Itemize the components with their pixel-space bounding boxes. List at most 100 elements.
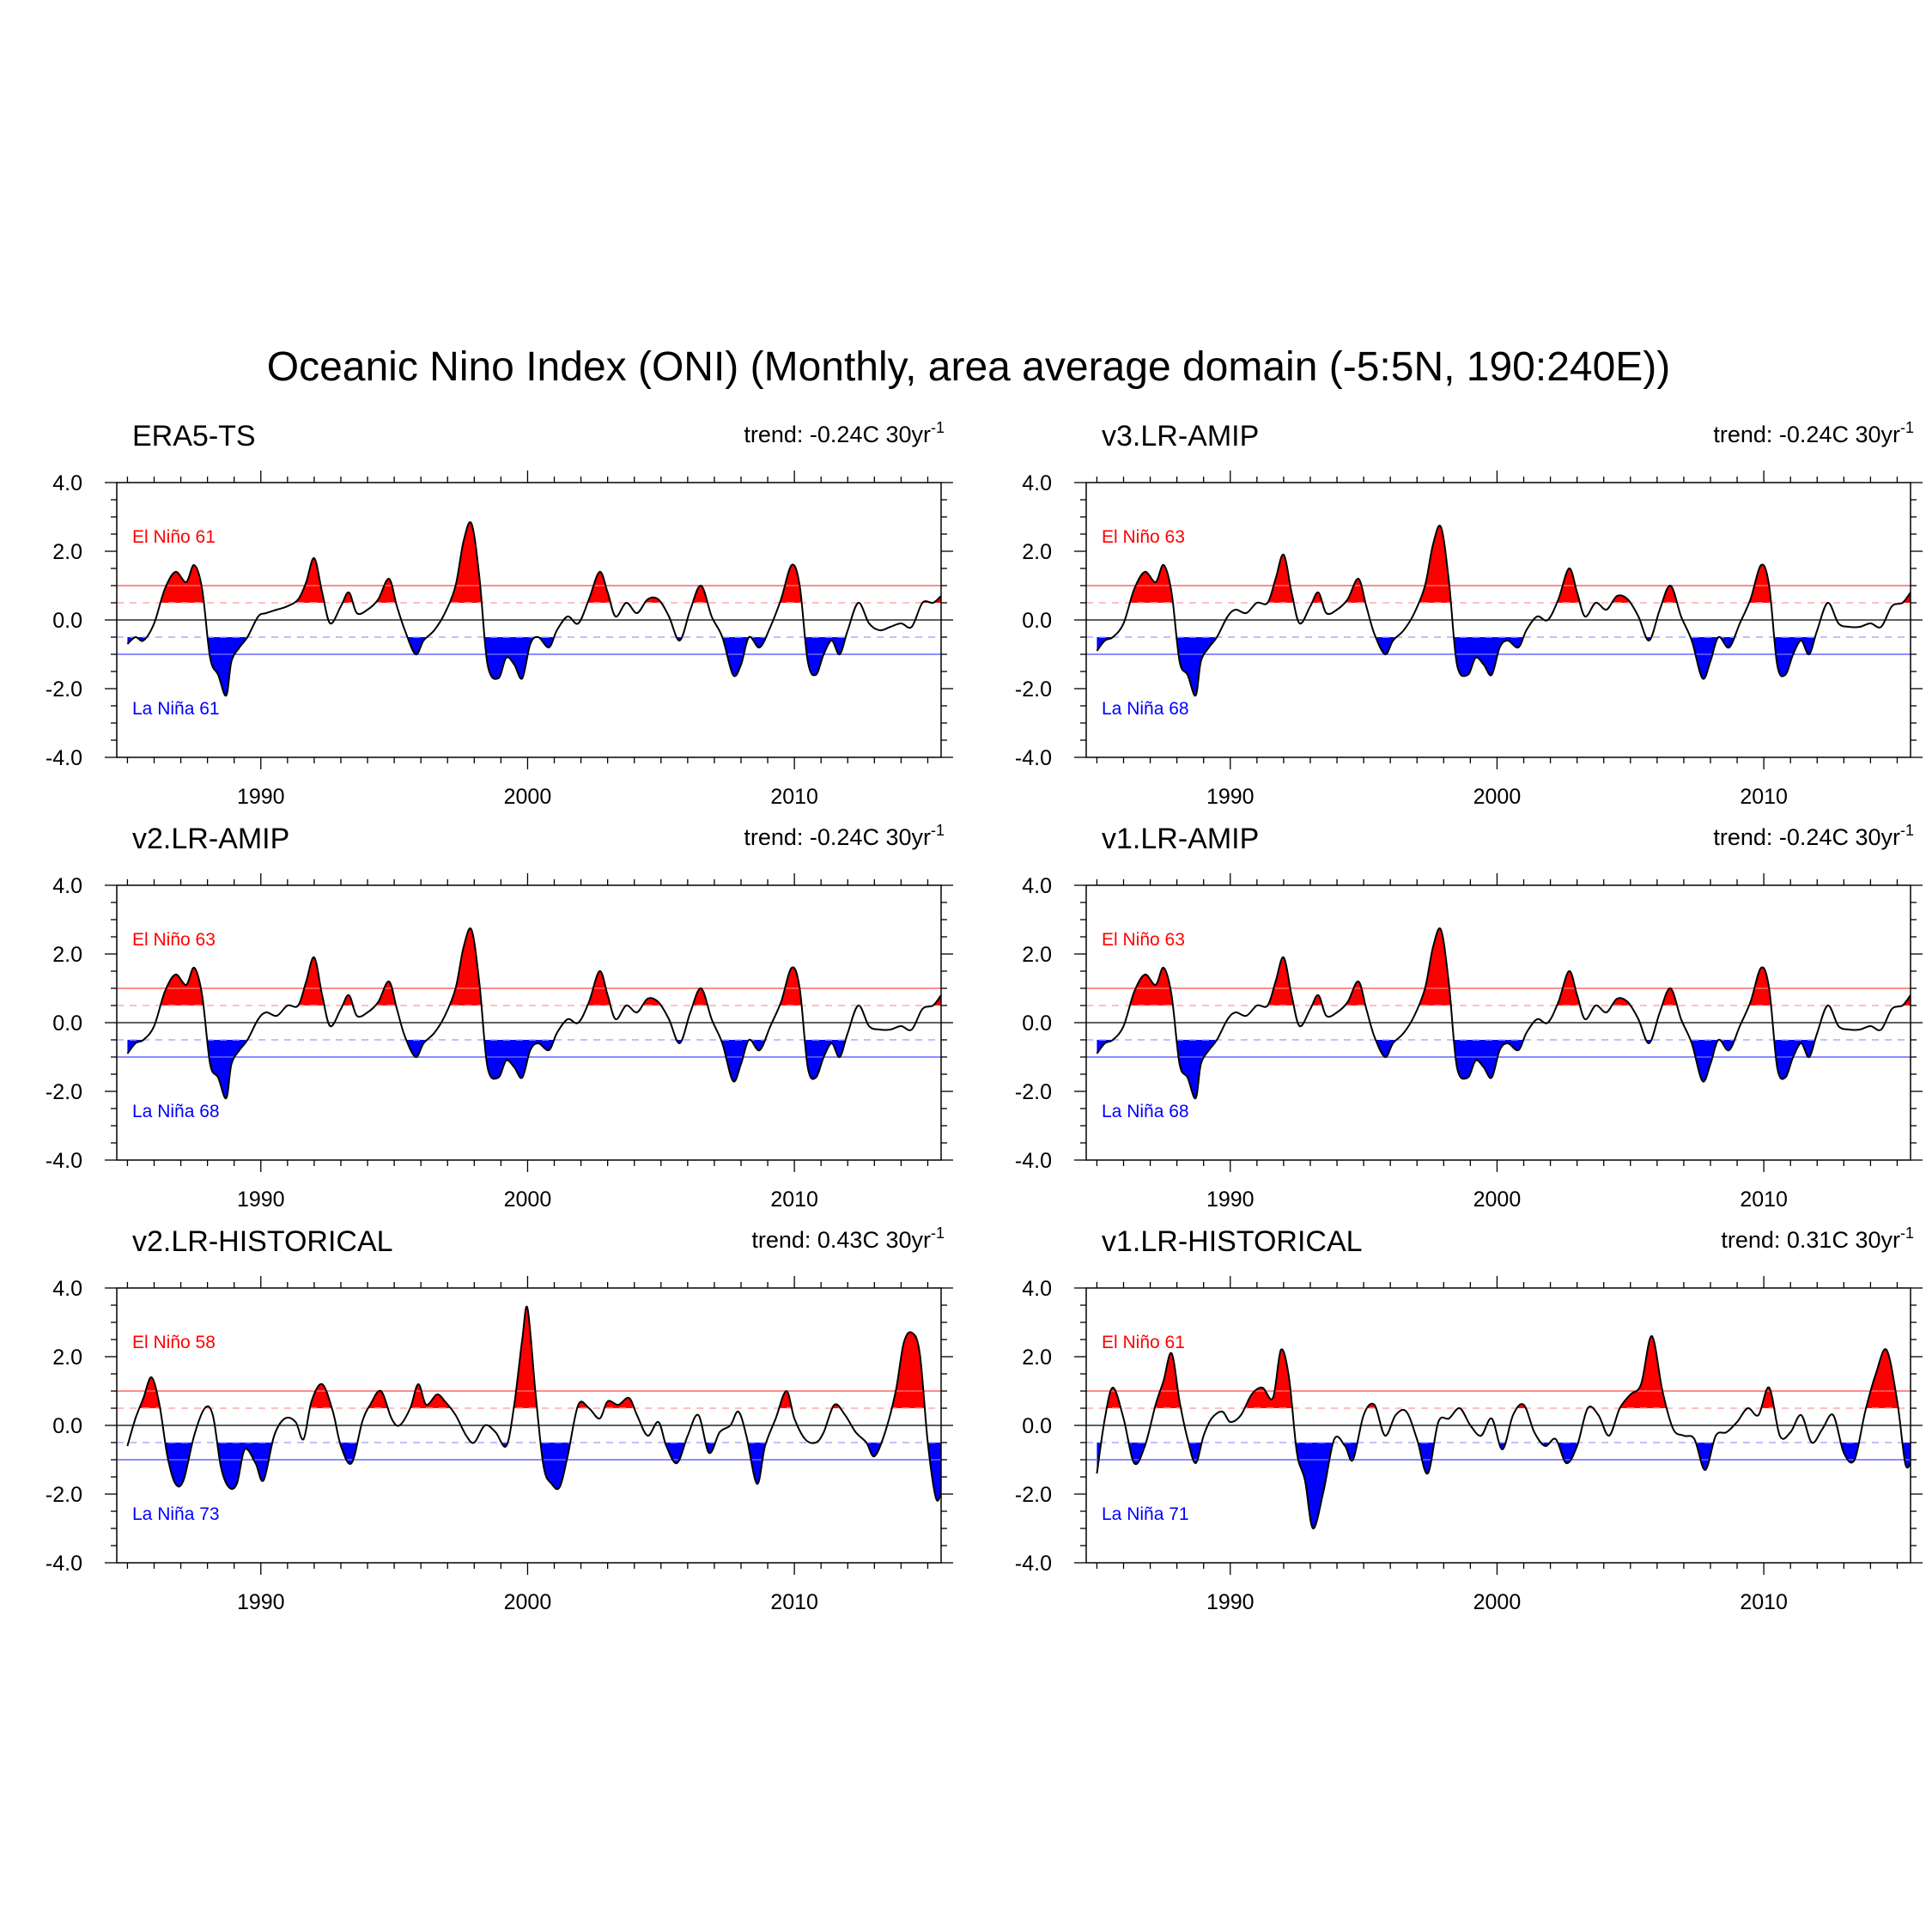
el-nino-count-label: El Niño 63 (1102, 527, 1185, 547)
trend-text: trend: 0.31C 30yr-1 (1721, 1224, 1914, 1253)
y-tick-label: 2.0 (1022, 540, 1052, 564)
trend-value: trend: -0.24C 30yr (1713, 422, 1900, 447)
oni-series-line (1096, 927, 1911, 1100)
chart-panel: 4.0 2.0 0.0 -2.0 -4.0 1990 2000 2010 ERA5-TS tren… (46, 419, 953, 809)
trend-text: trend: -0.24C 30yr-1 (744, 419, 945, 447)
y-tick-label: -2.0 (1015, 1483, 1052, 1507)
x-tick-label: 2000 (1473, 1188, 1522, 1212)
trend-text: trend: -0.24C 30yr-1 (1713, 822, 1914, 850)
oni-series-line (1096, 1334, 1911, 1530)
y-tick-label: -4.0 (1015, 746, 1052, 770)
y-tick-label: 0.0 (52, 1012, 82, 1036)
oni-series-line (126, 927, 941, 1100)
x-tick-label: 1990 (237, 1590, 285, 1614)
el-nino-fill (1097, 1335, 1911, 1408)
la-nina-fill (1097, 1040, 1911, 1099)
x-tick-label: 1990 (1206, 785, 1255, 809)
oni-series-line (1096, 525, 1911, 697)
y-tick-label: -2.0 (46, 1483, 82, 1507)
y-tick-label: 4.0 (1022, 1277, 1052, 1301)
panel-title: v1.LR-HISTORICAL (1102, 1225, 1363, 1258)
la-nina-count-label: La Niña 68 (1102, 1102, 1189, 1121)
trend-value: trend: -0.24C 30yr (744, 824, 931, 850)
trend-text: trend: -0.24C 30yr-1 (744, 822, 945, 850)
panel-title: v3.LR-AMIP (1102, 420, 1259, 453)
y-tick-label: 0.0 (1022, 609, 1052, 633)
y-tick-label: -4.0 (46, 1552, 82, 1576)
x-tick-label: 2010 (770, 1590, 818, 1614)
x-tick-label: 2010 (1740, 1590, 1788, 1614)
chart-panel: 4.0 2.0 0.0 -2.0 -4.0 1990 2000 2010 v2.LR-AMIP t… (46, 822, 953, 1212)
x-tick-label: 2000 (504, 1590, 552, 1614)
el-nino-count-label: El Niño 63 (1102, 930, 1185, 950)
panels-group: 4.0 2.0 0.0 -2.0 -4.0 1990 2000 2010 ERA5-TS tren… (46, 419, 1923, 1614)
y-tick-label: -4.0 (1015, 1149, 1052, 1173)
y-tick-label: -2.0 (46, 1080, 82, 1104)
trend-exponent: -1 (931, 822, 945, 839)
panel-title: v2.LR-HISTORICAL (132, 1225, 393, 1258)
chart-panel: 4.0 2.0 0.0 -2.0 -4.0 1990 2000 2010 v3.LR-AMIP t… (1015, 419, 1923, 809)
trend-value: trend: 0.31C 30yr (1721, 1227, 1900, 1253)
y-tick-label: 4.0 (1022, 874, 1052, 898)
la-nina-fill (127, 1040, 941, 1099)
x-tick-label: 2010 (1740, 1188, 1788, 1212)
y-tick-label: 4.0 (52, 471, 82, 495)
trend-exponent: -1 (1900, 822, 1914, 839)
la-nina-count-label: La Niña 68 (132, 1102, 220, 1121)
x-tick-label: 2010 (770, 785, 818, 809)
trend-exponent: -1 (931, 419, 945, 436)
trend-exponent: -1 (1900, 419, 1914, 436)
y-tick-label: 4.0 (52, 874, 82, 898)
trend-exponent: -1 (1900, 1224, 1914, 1242)
figure-title: Oceanic Nino Index (ONI) (Monthly, area … (267, 344, 1671, 390)
y-tick-label: -4.0 (46, 1149, 82, 1173)
la-nina-fill (1097, 637, 1911, 696)
x-tick-label: 1990 (1206, 1590, 1255, 1614)
trend-exponent: -1 (931, 1224, 945, 1242)
y-tick-label: -2.0 (1015, 677, 1052, 702)
el-nino-fill (127, 1306, 941, 1408)
la-nina-fill (1097, 1443, 1911, 1529)
y-tick-label: 2.0 (1022, 943, 1052, 967)
x-tick-label: 1990 (237, 785, 285, 809)
trend-value: trend: -0.24C 30yr (744, 422, 931, 447)
la-nina-count-label: La Niña 61 (132, 699, 220, 719)
chart-panel: 4.0 2.0 0.0 -2.0 -4.0 1990 2000 2010 v1.LR-AMIP t… (1015, 822, 1923, 1212)
y-tick-label: 0.0 (52, 1414, 82, 1438)
panel-title: v2.LR-AMIP (132, 823, 289, 855)
la-nina-count-label: La Niña 73 (132, 1504, 220, 1524)
x-tick-label: 2000 (504, 785, 552, 809)
y-tick-label: 2.0 (1022, 1346, 1052, 1370)
x-tick-label: 1990 (1206, 1188, 1255, 1212)
y-tick-label: 0.0 (1022, 1012, 1052, 1036)
y-tick-label: -2.0 (46, 677, 82, 702)
y-tick-label: -4.0 (1015, 1552, 1052, 1576)
panel-title: v1.LR-AMIP (1102, 823, 1259, 855)
y-tick-label: -4.0 (46, 746, 82, 770)
y-tick-label: -2.0 (1015, 1080, 1052, 1104)
el-nino-count-label: El Niño 58 (132, 1333, 216, 1352)
panel-title: ERA5-TS (132, 420, 256, 453)
y-tick-label: 2.0 (52, 540, 82, 564)
x-tick-label: 2000 (504, 1188, 552, 1212)
trend-value: trend: -0.24C 30yr (1713, 824, 1900, 850)
y-tick-label: 0.0 (52, 609, 82, 633)
la-nina-count-label: La Niña 68 (1102, 699, 1189, 719)
trend-text: trend: 0.43C 30yr-1 (751, 1224, 945, 1253)
oni-series-line (126, 1305, 941, 1502)
chart-panel: 4.0 2.0 0.0 -2.0 -4.0 1990 2000 2010 v1.LR-HISTO… (1015, 1224, 1923, 1614)
el-nino-count-label: El Niño 61 (1102, 1333, 1185, 1352)
x-tick-label: 2010 (1740, 785, 1788, 809)
la-nina-count-label: La Niña 71 (1102, 1504, 1189, 1524)
y-tick-label: 2.0 (52, 943, 82, 967)
x-tick-label: 2010 (770, 1188, 818, 1212)
la-nina-fill (127, 637, 941, 696)
trend-value: trend: 0.43C 30yr (751, 1227, 931, 1253)
x-tick-label: 1990 (237, 1188, 285, 1212)
x-tick-label: 2000 (1473, 1590, 1522, 1614)
el-nino-count-label: El Niño 63 (132, 930, 216, 950)
trend-text: trend: -0.24C 30yr-1 (1713, 419, 1914, 447)
y-tick-label: 4.0 (1022, 471, 1052, 495)
y-tick-label: 0.0 (1022, 1414, 1052, 1438)
